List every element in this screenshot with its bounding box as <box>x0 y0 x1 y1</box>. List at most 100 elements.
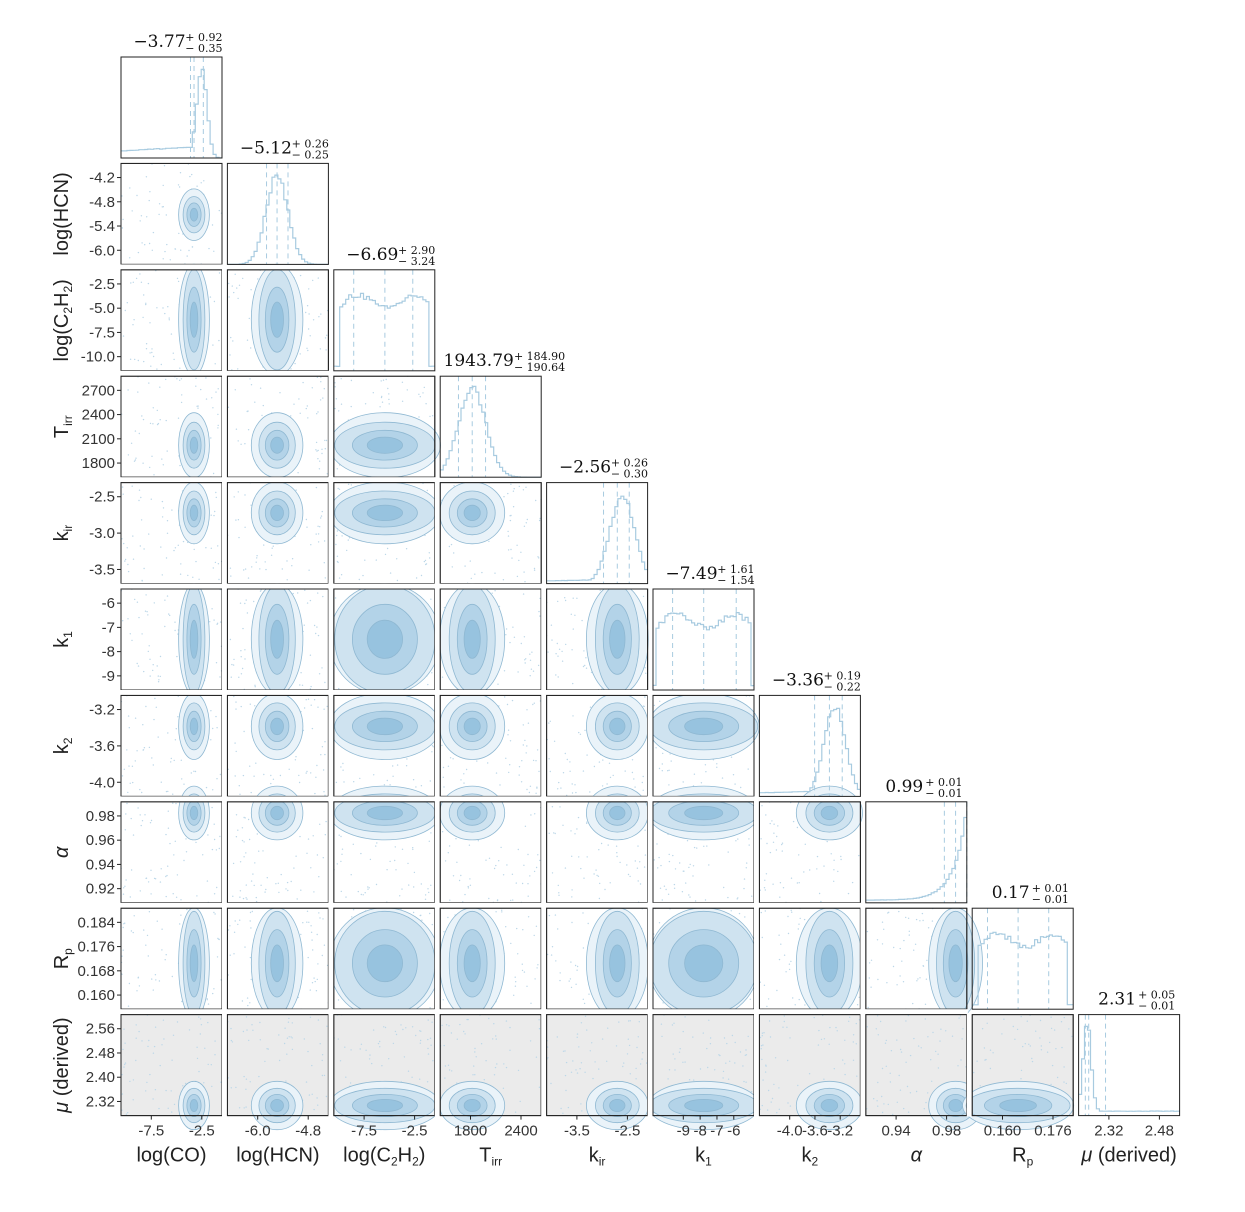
sample-point <box>236 287 238 289</box>
sample-point <box>449 899 451 901</box>
sample-point <box>681 891 684 893</box>
sample-point <box>420 785 423 787</box>
panel-gap <box>439 583 543 589</box>
sample-point <box>233 291 235 294</box>
y-axis-label-k1: k1 <box>51 631 75 648</box>
sample-point <box>232 340 234 342</box>
sample-point <box>571 921 573 924</box>
sample-point <box>210 437 212 439</box>
sample-point <box>172 802 174 804</box>
sample-point <box>323 791 325 793</box>
x-tick-label: -9 <box>677 1123 690 1140</box>
sample-point <box>529 875 531 877</box>
sample-point <box>256 557 258 559</box>
sample-point <box>883 1103 885 1105</box>
sample-point <box>299 835 301 838</box>
sample-point <box>401 888 403 890</box>
sample-point <box>130 869 133 871</box>
sample-point <box>319 1043 321 1045</box>
sample-point <box>444 1077 446 1079</box>
sample-point <box>148 533 150 535</box>
sample-point <box>714 1069 716 1071</box>
sample-point <box>1020 1069 1023 1072</box>
sample-point <box>796 826 799 829</box>
sample-point <box>638 1021 640 1023</box>
sample-point <box>565 643 567 646</box>
sample-point <box>210 710 212 712</box>
sample-point <box>578 1046 580 1048</box>
panel-logC2H2-vs-Rp <box>328 907 441 1020</box>
sample-point <box>745 1049 747 1051</box>
sample-point <box>1061 1046 1063 1049</box>
panel-gap <box>647 907 653 1011</box>
sample-point <box>766 1109 769 1111</box>
x-tick-label: -4.0 <box>777 1123 803 1140</box>
sample-point <box>931 920 934 922</box>
panel-frame <box>865 801 968 904</box>
sample-point <box>556 1036 558 1038</box>
sample-point <box>287 889 289 892</box>
sample-point <box>148 242 151 245</box>
sample-point <box>249 703 251 705</box>
sample-point <box>631 759 634 761</box>
sample-point <box>253 884 255 887</box>
sample-point <box>658 856 660 859</box>
sample-point <box>388 403 390 405</box>
sample-point <box>232 895 234 897</box>
sample-point <box>931 1080 933 1083</box>
sample-point <box>210 1064 212 1066</box>
sample-point <box>297 472 299 474</box>
sample-point <box>215 491 217 494</box>
sample-point <box>535 866 538 869</box>
sample-point <box>244 658 246 660</box>
sample-point <box>790 960 792 963</box>
sample-point <box>319 917 321 919</box>
sample-point <box>367 886 369 888</box>
sample-point <box>143 567 145 570</box>
sample-point <box>570 830 572 832</box>
sample-point <box>449 757 452 759</box>
panel-k2-vs-mu <box>758 1014 863 1131</box>
sample-point <box>156 920 158 922</box>
sample-point <box>379 406 381 408</box>
lower-error: − 0.35 <box>185 42 222 55</box>
sample-point <box>789 1105 792 1107</box>
param-title-Rp: 0.17 <box>992 883 1030 903</box>
sample-point <box>442 999 444 1001</box>
x-tick-label: -7.5 <box>138 1123 164 1140</box>
sample-point <box>210 739 212 741</box>
sample-point <box>154 697 156 700</box>
sample-point <box>211 1085 213 1088</box>
sample-point <box>143 294 145 296</box>
sample-point <box>230 1039 233 1042</box>
sample-point <box>309 1016 312 1018</box>
panel-gap <box>545 1009 649 1015</box>
sample-point <box>646 1062 648 1064</box>
contour-level-4 <box>270 717 284 736</box>
sample-point <box>524 581 526 583</box>
sample-point <box>186 908 188 911</box>
sample-point <box>566 794 568 797</box>
sample-point <box>139 545 141 547</box>
sample-point <box>272 778 275 780</box>
sample-point <box>502 579 505 581</box>
sample-point <box>122 893 125 895</box>
sample-point <box>868 962 871 964</box>
sample-point <box>161 928 163 930</box>
sample-point <box>498 860 500 862</box>
sample-point <box>313 1108 315 1111</box>
sample-point <box>321 746 324 748</box>
panel-gap <box>332 1009 436 1015</box>
sample-point <box>523 571 525 573</box>
sample-point <box>494 590 496 592</box>
sample-point <box>215 849 218 851</box>
sample-point <box>917 978 919 980</box>
sample-point <box>312 835 314 837</box>
sample-point <box>642 789 644 791</box>
upper-error: + 2.90 <box>398 244 435 257</box>
panel-gap <box>120 690 223 695</box>
contour-level-4 <box>609 619 626 659</box>
sample-point <box>340 835 342 838</box>
contour-level-4 <box>366 436 403 454</box>
sample-point <box>765 1064 767 1066</box>
